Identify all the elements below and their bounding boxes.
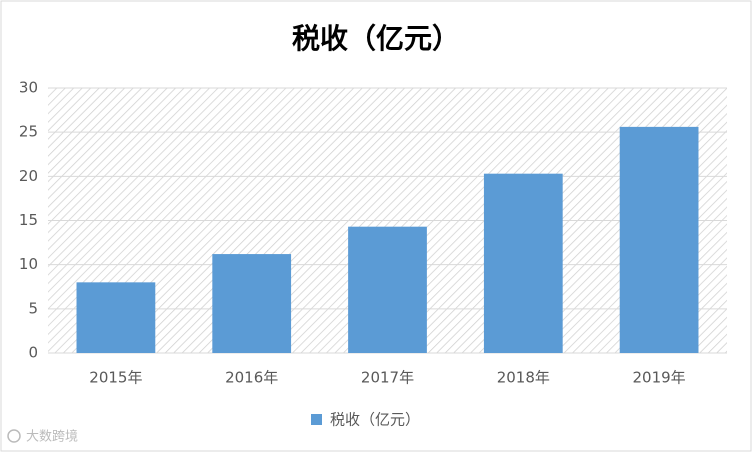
bar	[483, 173, 563, 353]
y-tick-label: 30	[19, 79, 38, 97]
x-tick-label: 2017年	[361, 369, 414, 387]
x-tick-label: 2016年	[225, 369, 278, 387]
y-tick-label: 0	[28, 344, 38, 362]
bar	[619, 126, 699, 353]
y-tick-label: 20	[19, 167, 38, 185]
x-tick-label: 2018年	[497, 369, 550, 387]
x-tick-label: 2015年	[89, 369, 142, 387]
legend-label: 税收（亿元）	[330, 411, 420, 429]
bar	[212, 254, 292, 353]
bar	[76, 282, 156, 353]
watermark: 大数跨境	[26, 430, 78, 445]
x-tick-label: 2019年	[633, 369, 686, 387]
y-tick-label: 10	[19, 255, 38, 273]
watermark-icon	[7, 429, 21, 443]
chart-title: 税收（亿元）	[292, 22, 460, 55]
legend-swatch	[311, 414, 322, 425]
y-tick-label: 5	[28, 299, 38, 317]
y-tick-label: 25	[19, 123, 38, 141]
bar	[348, 226, 427, 353]
y-tick-label: 15	[19, 211, 38, 229]
